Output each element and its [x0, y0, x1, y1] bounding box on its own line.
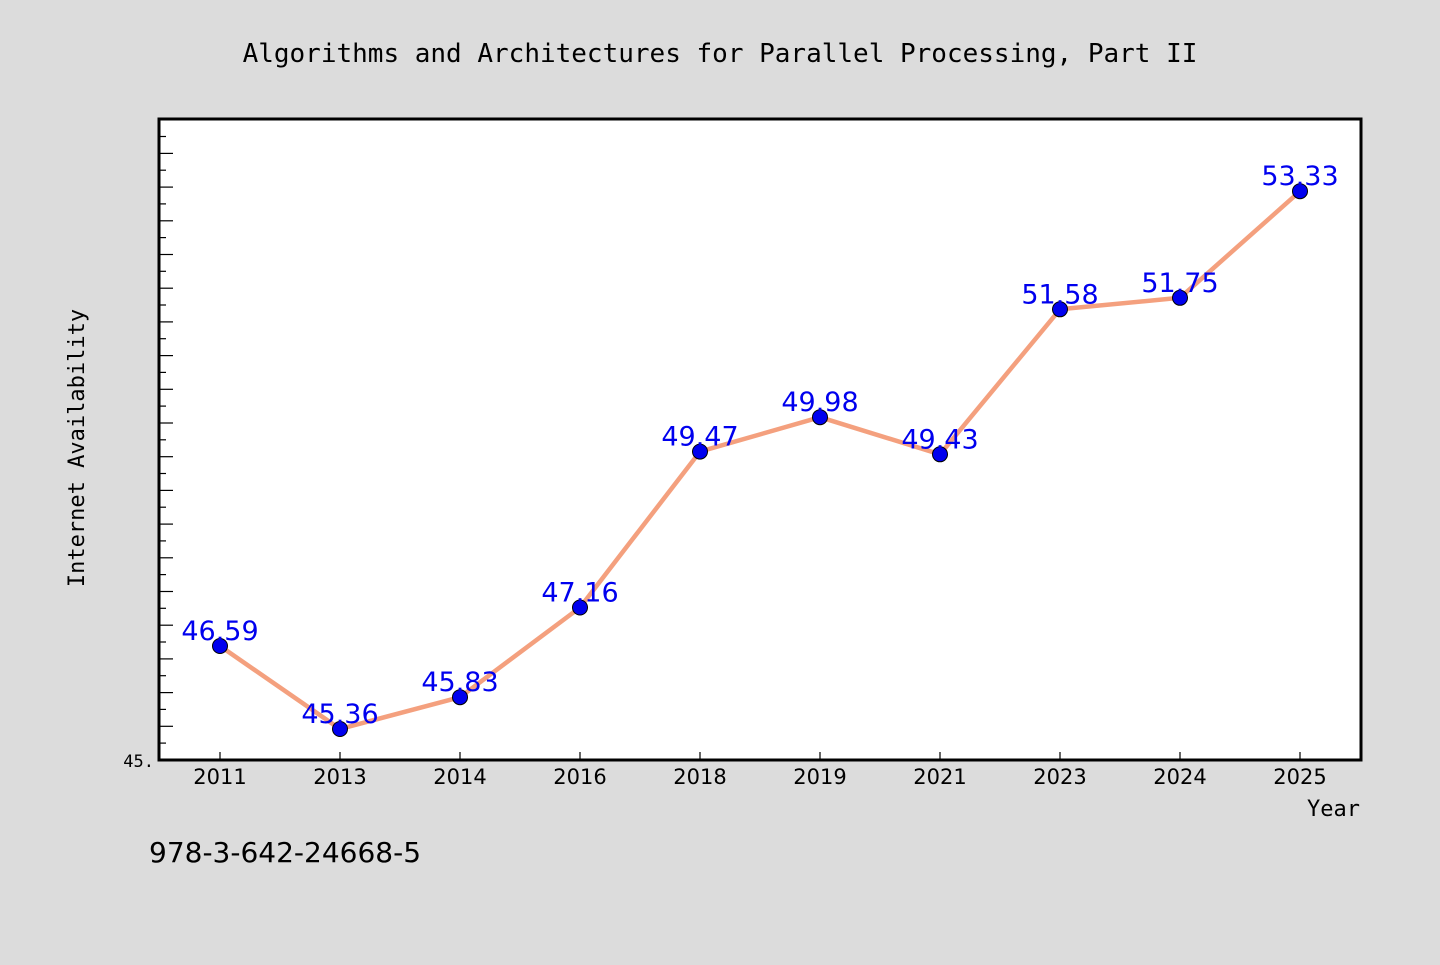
y-tick-label: 45.: [123, 752, 154, 772]
x-tick-label: 2018: [673, 765, 726, 789]
data-point: [212, 638, 228, 654]
data-point: [1052, 301, 1068, 318]
isbn-text: 978-3-642-24668-5: [149, 836, 421, 869]
x-tick-label: 2016: [553, 765, 606, 789]
x-tick-label: 2013: [313, 765, 366, 789]
data-label: 49.98: [781, 387, 858, 418]
data-labels: 46.59 45.36 45.83 47.16 49.47 49.98 49.43 51.58…: [181, 161, 1338, 730]
data-point: [1172, 289, 1188, 306]
data-point: [332, 721, 348, 737]
x-tick-label: 2024: [1153, 765, 1206, 789]
data-point: [1292, 183, 1308, 200]
series-line: [217, 188, 1303, 732]
x-axis-label: Year: [1307, 797, 1360, 822]
data-label: 51.75: [1141, 268, 1218, 299]
x-tick-label: 2025: [1273, 765, 1326, 789]
data-label: 45.83: [421, 667, 498, 698]
data-label: 45.36: [301, 699, 378, 730]
data-label: 49.47: [661, 422, 738, 453]
y-axis-ticks: [159, 119, 173, 761]
x-axis-ticks: [219, 752, 1301, 760]
x-tick-label: 2021: [913, 765, 966, 789]
x-tick-label: 2023: [1033, 765, 1086, 789]
plot-area: [157, 117, 1363, 762]
data-label: 46.59: [181, 616, 258, 647]
y-axis-label: Internet Availability: [65, 309, 90, 587]
data-label: 51.58: [1021, 279, 1098, 310]
data-point: [452, 689, 468, 706]
chart-title: Algorithms and Architectures for Paralle…: [243, 39, 1198, 69]
data-point: [812, 409, 828, 426]
x-axis-tick-labels: 2011 2013 2014 2016 2018 2019 2021 2023 2024 2025: [193, 765, 1326, 789]
x-tick-label: 2011: [193, 765, 246, 789]
data-label: 49.43: [901, 424, 978, 455]
x-tick-label: 2014: [433, 765, 486, 789]
x-tick-label: 2019: [793, 765, 846, 789]
data-point: [692, 443, 708, 460]
data-label: 53.33: [1261, 161, 1338, 192]
data-label: 47.16: [541, 578, 618, 609]
data-point: [932, 446, 948, 463]
series-markers: [212, 183, 1308, 737]
data-point: [572, 599, 588, 616]
